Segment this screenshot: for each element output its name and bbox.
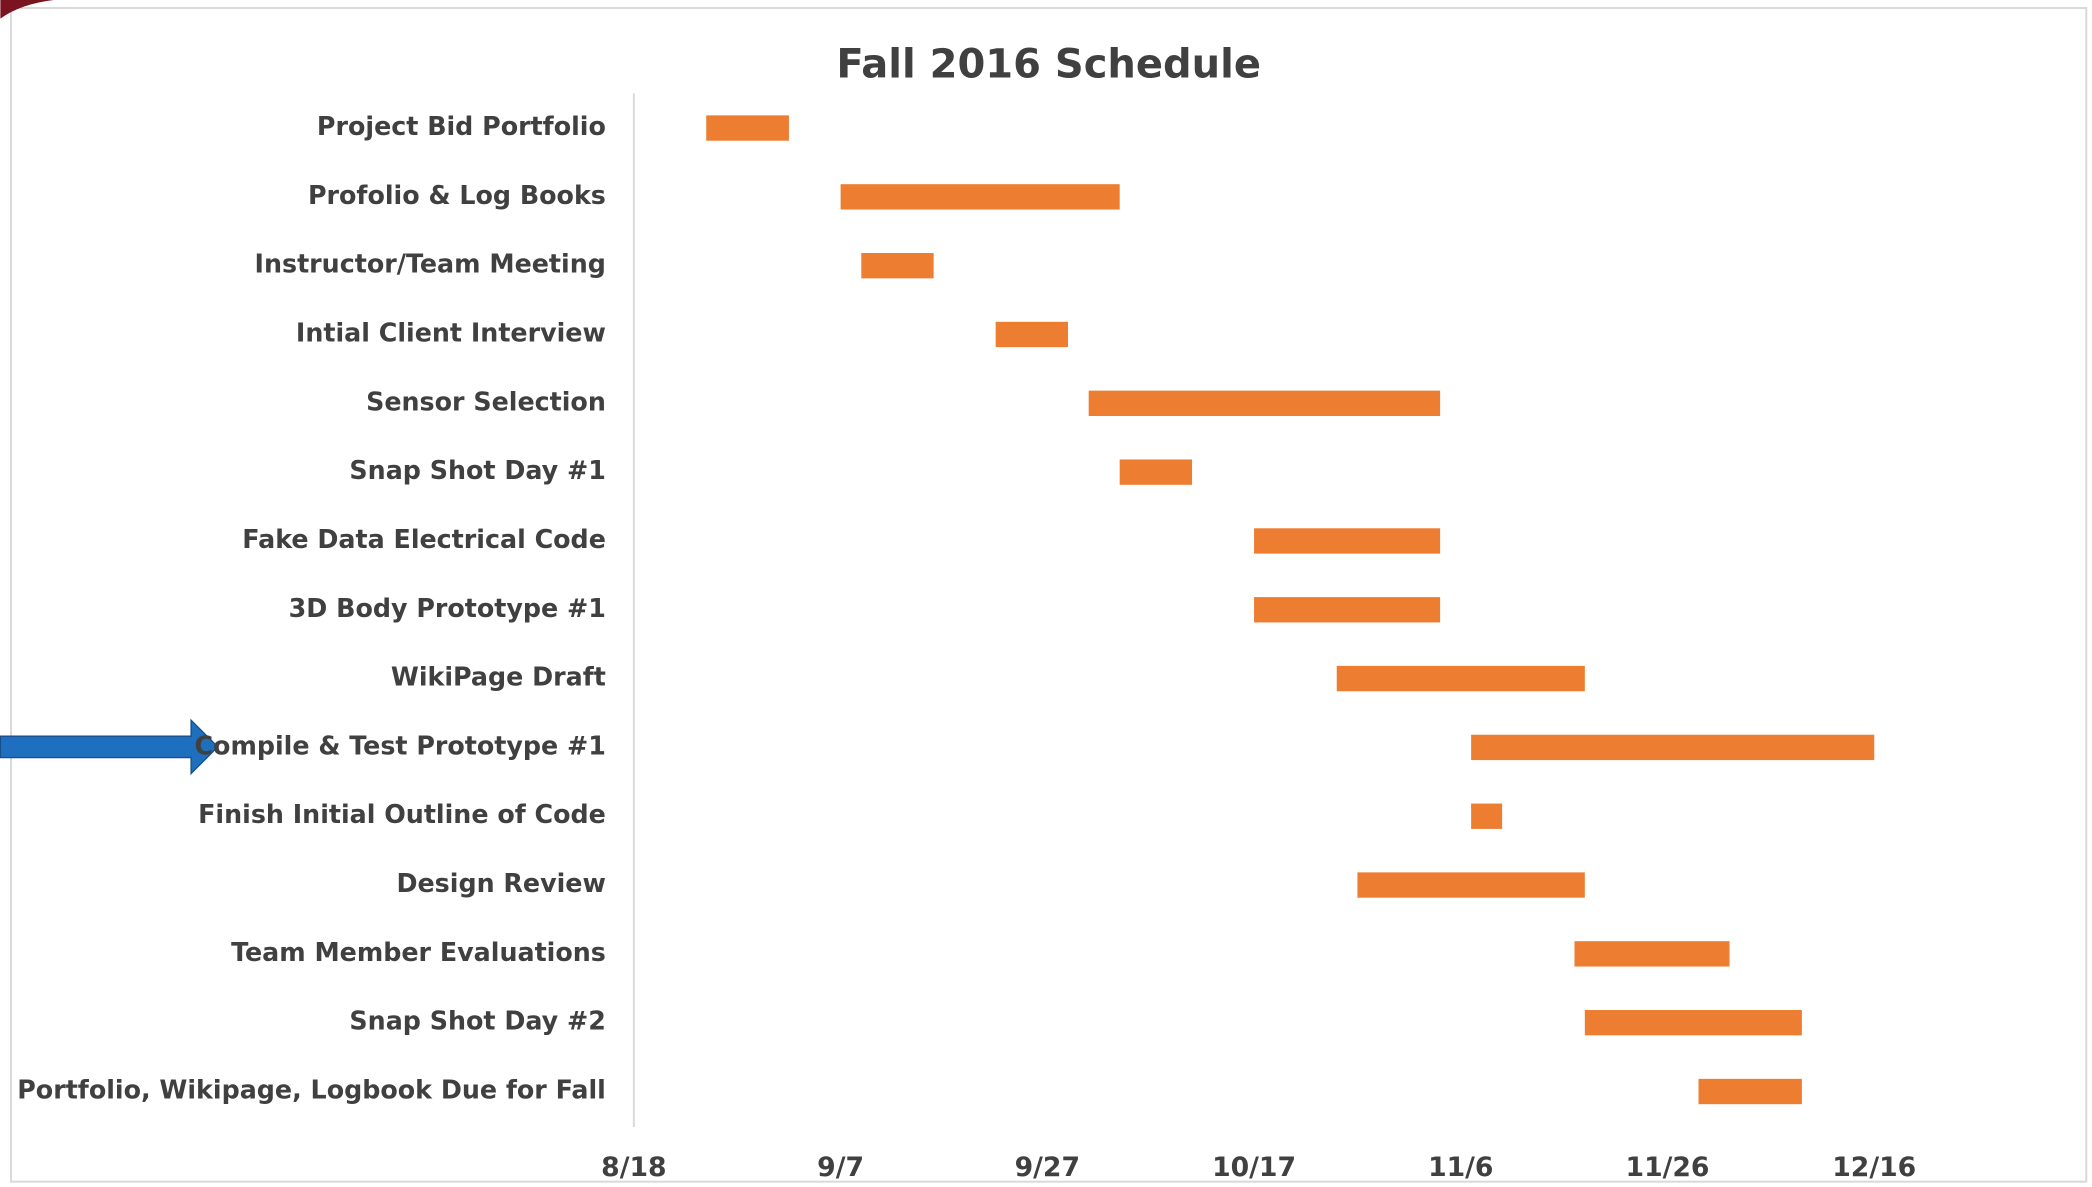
y-tick-label: Compile & Test Prototype #1 xyxy=(194,730,605,760)
x-tick-label: 12/16 xyxy=(1832,1152,1916,1183)
bar xyxy=(706,115,789,141)
y-tick-label: Portfolio, Wikipage, Logbook Due for Fal… xyxy=(17,1075,606,1105)
x-tick-label: 9/7 xyxy=(817,1152,864,1183)
x-tick-label: 8/18 xyxy=(601,1152,666,1183)
y-tick-label: 3D Body Prototype #1 xyxy=(289,593,606,623)
x-tick-label: 10/17 xyxy=(1212,1152,1296,1183)
bar xyxy=(1574,941,1730,967)
bar xyxy=(1254,597,1441,623)
bar xyxy=(1254,528,1441,554)
bar xyxy=(1471,803,1503,829)
y-tick-label: Snap Shot Day #1 xyxy=(349,455,605,485)
x-tick-label: 11/6 xyxy=(1428,1152,1493,1183)
y-tick-label: Intial Client Interview xyxy=(296,317,606,347)
y-tick-label: Project Bid Portfolio xyxy=(317,111,606,141)
x-tick-label: 11/26 xyxy=(1626,1152,1710,1183)
bar xyxy=(1088,390,1441,416)
bar xyxy=(840,184,1120,210)
bar xyxy=(1119,459,1193,485)
bar xyxy=(1336,665,1585,692)
y-tick-label: Design Review xyxy=(396,868,605,898)
y-tick-label: Sensor Selection xyxy=(366,386,606,416)
pointer-arrow xyxy=(0,718,219,776)
chart-title: Fall 2016 Schedule xyxy=(836,42,1261,88)
y-tick-label: Snap Shot Day #2 xyxy=(349,1006,605,1036)
y-tick-label: WikiPage Draft xyxy=(391,662,606,692)
bar xyxy=(995,321,1069,348)
bar xyxy=(1471,734,1875,761)
bar xyxy=(1357,872,1585,898)
bar xyxy=(861,253,934,279)
y-tick-label: Fake Data Electrical Code xyxy=(242,524,606,554)
bar xyxy=(1584,1010,1802,1036)
bar xyxy=(1698,1078,1802,1105)
y-tick-label: Team Member Evaluations xyxy=(231,937,606,967)
y-tick-label: Profolio & Log Books xyxy=(308,180,606,210)
corner-decoration xyxy=(0,0,54,19)
y-tick-label: Finish Initial Outline of Code xyxy=(198,799,606,829)
y-tick-label: Instructor/Team Meeting xyxy=(255,249,606,279)
x-tick-label: 9/27 xyxy=(1015,1152,1080,1183)
